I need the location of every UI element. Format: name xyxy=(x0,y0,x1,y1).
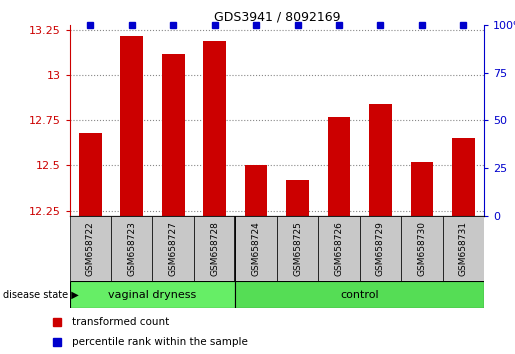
FancyBboxPatch shape xyxy=(442,216,484,281)
FancyBboxPatch shape xyxy=(277,216,318,281)
Text: GSM658731: GSM658731 xyxy=(459,221,468,276)
Bar xyxy=(410,162,433,216)
FancyBboxPatch shape xyxy=(235,281,484,308)
Text: percentile rank within the sample: percentile rank within the sample xyxy=(73,337,248,347)
FancyBboxPatch shape xyxy=(152,216,194,281)
Bar xyxy=(452,138,475,216)
Text: disease state ▶: disease state ▶ xyxy=(3,290,78,300)
Text: GSM658727: GSM658727 xyxy=(169,221,178,276)
Text: GSM658728: GSM658728 xyxy=(210,221,219,276)
Title: GDS3941 / 8092169: GDS3941 / 8092169 xyxy=(214,11,340,24)
Text: GSM658726: GSM658726 xyxy=(335,221,344,276)
FancyBboxPatch shape xyxy=(359,216,401,281)
Text: GSM658722: GSM658722 xyxy=(86,221,95,276)
Bar xyxy=(79,133,101,216)
FancyBboxPatch shape xyxy=(70,281,235,308)
Text: GSM658730: GSM658730 xyxy=(418,221,426,276)
Bar xyxy=(369,104,392,216)
FancyBboxPatch shape xyxy=(235,216,277,281)
Bar xyxy=(121,36,143,216)
Text: vaginal dryness: vaginal dryness xyxy=(108,290,197,300)
Text: GSM658723: GSM658723 xyxy=(127,221,136,276)
Bar xyxy=(328,117,350,216)
Bar xyxy=(286,180,309,216)
FancyBboxPatch shape xyxy=(194,216,235,281)
FancyBboxPatch shape xyxy=(70,216,111,281)
Text: transformed count: transformed count xyxy=(73,318,169,327)
Bar xyxy=(245,165,267,216)
Text: control: control xyxy=(340,290,379,300)
Text: GSM658725: GSM658725 xyxy=(293,221,302,276)
Text: GSM658724: GSM658724 xyxy=(252,221,261,276)
Bar xyxy=(162,54,184,216)
Text: GSM658729: GSM658729 xyxy=(376,221,385,276)
FancyBboxPatch shape xyxy=(401,216,442,281)
FancyBboxPatch shape xyxy=(318,216,359,281)
Bar xyxy=(203,41,226,216)
FancyBboxPatch shape xyxy=(111,216,152,281)
